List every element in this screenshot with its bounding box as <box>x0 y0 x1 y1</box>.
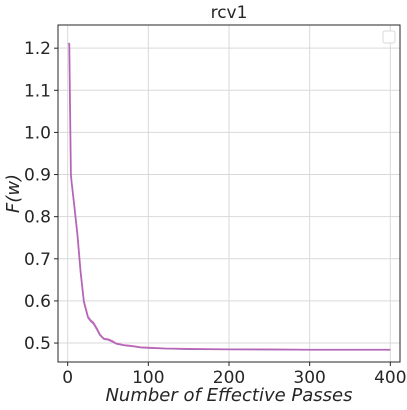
x-axis-label: Number of Effective Passes <box>105 385 352 406</box>
x-axis-ticks: 0 100 200 300 400 <box>62 362 407 388</box>
y-tick-label: 0.7 <box>24 250 51 270</box>
y-tick-label: 0.5 <box>24 334 51 354</box>
grid-lines <box>58 25 400 362</box>
legend-box <box>382 30 396 44</box>
x-tick-label: 200 <box>213 368 245 388</box>
y-tick-label: 0.6 <box>24 292 51 312</box>
y-axis-label: F(w) <box>3 174 24 213</box>
x-tick-label: 300 <box>293 368 325 388</box>
y-tick-label: 1.1 <box>24 81 51 101</box>
x-tick-label: 0 <box>62 368 73 388</box>
chart-title: rcv1 <box>211 3 248 23</box>
y-tick-label: 0.9 <box>24 166 51 186</box>
y-tick-label: 0.8 <box>24 208 51 228</box>
series-lines <box>67 42 391 351</box>
x-tick-label: 400 <box>374 368 406 388</box>
x-tick-label: 100 <box>132 368 164 388</box>
series-line-2 <box>67 42 391 351</box>
y-tick-label: 1.2 <box>24 39 51 59</box>
y-axis-ticks: 0.5 0.6 0.7 0.8 0.9 1.0 1.1 1.2 <box>24 39 58 354</box>
y-tick-label: 1.0 <box>24 123 51 143</box>
